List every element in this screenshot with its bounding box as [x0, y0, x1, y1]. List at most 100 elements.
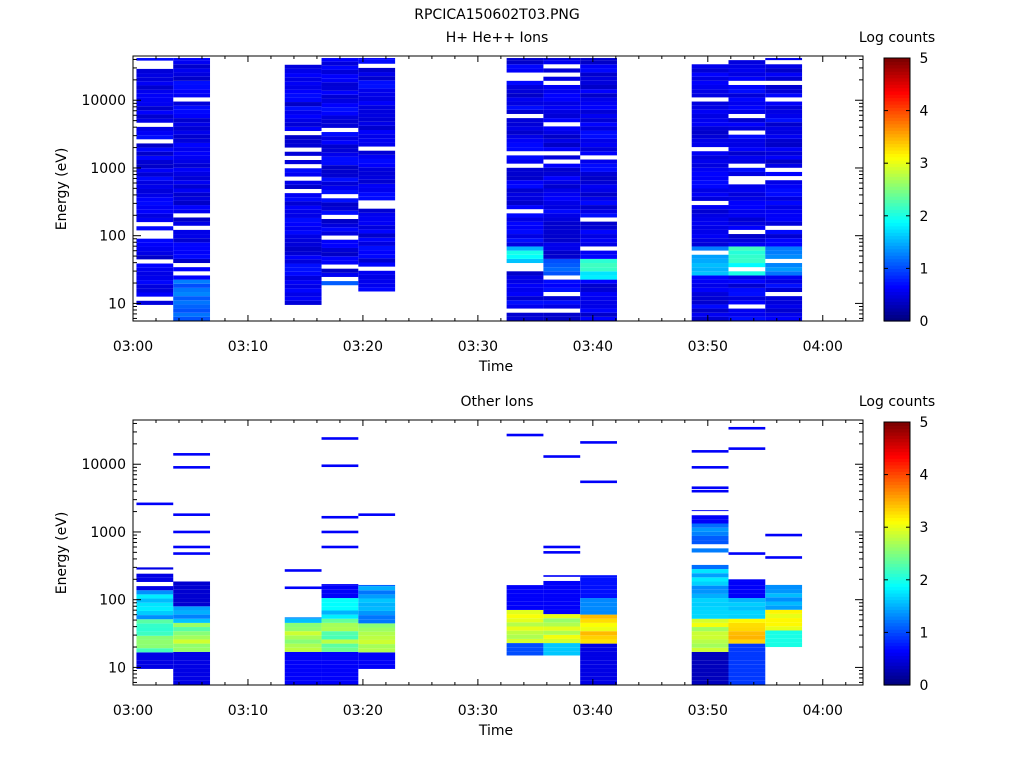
heatmap-cell — [358, 258, 396, 263]
heatmap-cell — [580, 171, 617, 177]
heatmap-cell — [136, 594, 174, 599]
heatmap-cell — [691, 581, 729, 586]
heatmap-cell — [284, 267, 322, 272]
colorbar-segment — [884, 569, 910, 574]
heatmap-cell — [358, 216, 396, 222]
heatmap-cell — [136, 135, 174, 140]
colorbar-segment — [884, 209, 910, 214]
heatmap-cell — [728, 639, 766, 644]
heatmap-cell — [506, 122, 544, 127]
colorbar-segment — [884, 635, 910, 640]
colorbar-segment — [884, 474, 910, 479]
heatmap-cell — [580, 213, 617, 218]
heatmap-cell — [136, 606, 174, 611]
heatmap-cell — [284, 635, 322, 640]
heatmap-cell — [321, 165, 359, 170]
heatmap-cell — [358, 590, 396, 595]
heatmap-cell — [173, 622, 211, 628]
heatmap-cell — [136, 590, 174, 595]
y-tick-label: 100 — [99, 229, 126, 245]
heatmap-cell — [691, 180, 729, 185]
heatmap-column — [284, 569, 322, 685]
colorbar-segment — [884, 166, 910, 171]
colorbar-segment — [884, 123, 910, 128]
heatmap-cell — [136, 126, 174, 132]
heatmap-cell — [580, 209, 617, 214]
heatmap-cell — [728, 89, 766, 94]
heatmap-cell — [136, 635, 174, 640]
heatmap-cell — [506, 176, 544, 181]
heatmap-column — [506, 58, 544, 321]
heatmap-cell — [691, 598, 729, 603]
heatmap-cell — [728, 308, 766, 313]
heatmap-cell — [506, 609, 544, 615]
heatmap-cell — [580, 614, 617, 619]
heatmap-cell — [580, 287, 617, 293]
heatmap-cell — [506, 234, 544, 239]
heatmap-cell — [506, 60, 544, 65]
heatmap-cell — [321, 115, 359, 120]
colorbar-segment — [884, 87, 910, 92]
heatmap-cell — [321, 647, 359, 652]
heatmap-cell — [765, 126, 803, 131]
heatmap-column — [691, 64, 729, 321]
colorbar-segment — [884, 625, 910, 630]
heatmap-cell — [173, 238, 211, 243]
heatmap-cell — [173, 287, 211, 293]
heatmap-cell — [765, 642, 803, 648]
heatmap-cell — [691, 569, 729, 574]
heatmap-cell — [321, 181, 359, 186]
heatmap-cell — [543, 634, 581, 639]
heatmap-cell — [173, 84, 211, 90]
heatmap-cell — [728, 296, 766, 301]
heatmap-cell — [284, 143, 322, 148]
heatmap-cell — [321, 614, 359, 619]
panel-title: H+ He++ Ions — [446, 30, 549, 46]
heatmap-cell — [580, 151, 617, 156]
heatmap-cell — [765, 221, 803, 226]
heatmap-cell — [543, 130, 581, 135]
heatmap-cell — [136, 644, 174, 649]
heatmap-cell — [506, 142, 544, 148]
heatmap-cell — [173, 656, 211, 661]
heatmap-cell — [506, 138, 544, 143]
heatmap-cell — [580, 602, 617, 607]
heatmap-cell — [136, 68, 174, 74]
heatmap-cell — [580, 126, 617, 131]
heatmap-cell — [173, 300, 211, 305]
heatmap-cell — [358, 105, 396, 110]
heatmap-cell — [543, 601, 581, 606]
heatmap-cell — [358, 615, 396, 620]
colorbar-segment — [884, 675, 910, 680]
heatmap-cell — [173, 80, 211, 85]
heatmap-cell — [358, 58, 396, 60]
heatmap-cell — [765, 634, 803, 639]
heatmap-cell — [358, 72, 396, 77]
heatmap-cell — [173, 606, 211, 611]
heatmap-cell — [506, 64, 544, 69]
heatmap-cell — [321, 660, 359, 665]
y-axis-label: Energy (eV) — [54, 148, 70, 231]
heatmap-cell — [691, 304, 729, 309]
heatmap-cell — [691, 134, 729, 139]
colorbar-segment — [884, 543, 910, 548]
heatmap-cell — [358, 67, 396, 73]
heatmap-cell — [506, 300, 544, 305]
heatmap-cell — [765, 163, 803, 168]
heatmap-cell — [728, 101, 766, 106]
heatmap-cell — [765, 93, 803, 98]
colorbar-segment — [884, 212, 910, 217]
heatmap-cell — [173, 180, 211, 185]
heatmap-cell — [173, 680, 211, 685]
x-tick-label: 03:10 — [228, 703, 268, 719]
heatmap-cell — [321, 69, 359, 75]
heatmap-cell — [691, 126, 729, 131]
heatmap-cell — [173, 93, 211, 98]
heatmap-cell — [765, 622, 803, 627]
heatmap-cell — [543, 283, 581, 288]
heatmap-cell — [765, 593, 803, 598]
heatmap-cell — [173, 627, 211, 632]
colorbar-segment — [884, 510, 910, 515]
heatmap-cell — [506, 196, 544, 201]
